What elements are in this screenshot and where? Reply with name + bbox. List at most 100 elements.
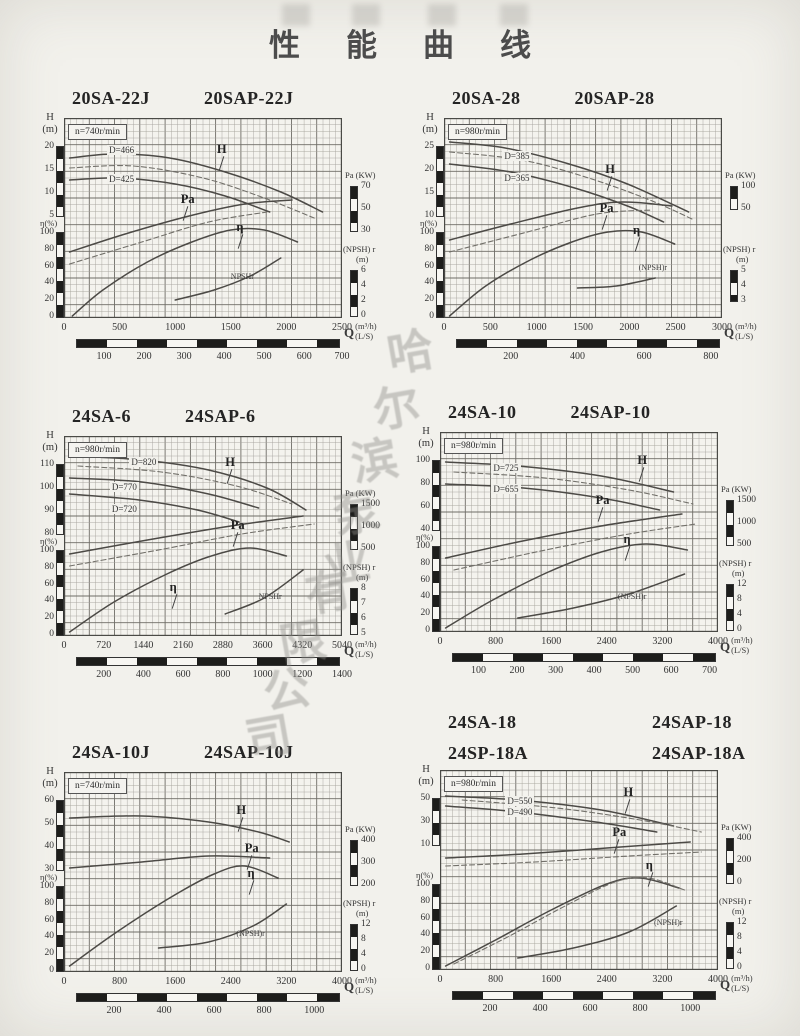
h-axis-tick: 100 (415, 455, 430, 465)
q-unit: (m³/h) (355, 975, 377, 985)
q-m3h-tick: 2500 (332, 322, 352, 333)
h-axis-unit-label: H (m) (422, 112, 438, 136)
npsh-axis-unit-label: (m) (736, 254, 749, 264)
pa-axis-tick: 300 (361, 857, 376, 867)
eta-axis-tick: 40 (44, 595, 55, 606)
speed-label: n=980r/min (448, 124, 507, 140)
pump-model-title: 24SA-6 (72, 406, 132, 426)
eta-axis-tick: 40 (420, 591, 431, 602)
q-unit: (m³/h) (731, 973, 753, 983)
q-ls-tick: 200 (106, 1005, 122, 1016)
impeller-diameter-label: D=655 (491, 484, 521, 494)
pump-model-title: 24SP-18A (448, 742, 528, 763)
q-ls-tick: 500 (256, 351, 272, 362)
eta-axis-scale-bar (436, 232, 444, 318)
chart-body: H (m) n=740r/min 60 50 40 30 η(%) 100 80 60 40 20 0… (38, 766, 418, 1030)
npsh-axis-tick: 8 (361, 934, 366, 944)
curve-label-eta: η (623, 532, 631, 546)
q-axis-scale-bar (76, 339, 340, 348)
q-ls-tick: 400 (532, 1003, 548, 1014)
speed-label: n=980r/min (444, 776, 503, 792)
eta-axis-tick: 0 (49, 965, 54, 975)
speed-label: n=740r/min (68, 124, 127, 140)
curve-label-eta: η (633, 223, 641, 237)
q-ls-tick: 400 (135, 669, 151, 680)
pump-model-title: 20SA-28 (452, 88, 521, 108)
eta-axis-label: η(%) (40, 872, 58, 882)
npsh-axis-tick: 4 (741, 280, 746, 290)
h-axis-scale-bar (436, 146, 444, 217)
chart-titles: 20SA-22J 20SAP-22J (38, 88, 418, 118)
q-symbol: Q (344, 643, 355, 658)
q-axis-scale-bar (76, 657, 340, 666)
q-m3h-tick: 4000 (708, 636, 728, 647)
q-unit: (L/S) (355, 331, 374, 342)
h-axis-tick: 80 (420, 478, 431, 488)
curve-label-eta: η (247, 866, 255, 880)
h-axis-scale-bar (56, 146, 64, 217)
npsh-axis-tick: 6 (361, 265, 366, 275)
q-ls-tick: 200 (136, 351, 152, 362)
eta-axis-label: η(%) (416, 870, 434, 880)
plot-area (64, 436, 342, 636)
q-ls-tick: 100 (96, 351, 112, 362)
q-m3h-tick: 2400 (596, 974, 617, 985)
q-units: (m³/h) (L/S) (355, 639, 376, 659)
npsh-axis-tick: 8 (737, 594, 742, 604)
pa-axis-tick: 1500 (737, 495, 756, 505)
curve-label-npsh: NPSHr (258, 592, 282, 601)
eta-axis-tick: 80 (420, 557, 431, 568)
eta-axis-tick: 100 (39, 545, 54, 555)
curve-label-npsh: (NPSH)r (236, 929, 265, 938)
npsh-axis-unit-label: (m) (732, 906, 745, 916)
page-title: 性能曲线 (269, 28, 577, 63)
q-ls-tick: 800 (703, 351, 719, 362)
eta-axis-label: η(%) (40, 536, 58, 546)
h-axis-unit-label: H (m) (42, 112, 58, 136)
pa-axis-tick: 1000 (737, 517, 756, 527)
npsh-axis-tick: 4 (737, 609, 742, 619)
eta-axis-tick: 20 (44, 294, 55, 305)
q-symbol: Q (344, 325, 355, 340)
q-m3h-tick: 2400 (596, 636, 617, 647)
eta-axis-tick: 40 (44, 277, 55, 288)
bleedthrough-smudge (500, 4, 528, 26)
q-ls-tick: 600 (663, 665, 679, 676)
q-m3h-tick: 3000 (712, 322, 732, 333)
q-m3h-tick: 0 (61, 640, 67, 651)
q-unit: (L/S) (355, 985, 374, 996)
q-ls-tick: 800 (632, 1003, 648, 1014)
pump-model-title: 20SAP-28 (574, 88, 655, 108)
pa-axis-label: Pa (KW) (725, 170, 756, 180)
pump-model-title: 24SAP-10 (570, 402, 651, 422)
q-m3h-tick: 800 (112, 976, 128, 987)
chart-panel-24SA-10J: 24SA-10J 24SAP-10J H (m) n=740r/min 60 50 4… (38, 742, 418, 1030)
h-axis-scale-bar (56, 800, 64, 871)
eta-axis-tick: 0 (49, 311, 54, 321)
pa-axis-label: Pa (KW) (345, 170, 376, 180)
curve-label-eta: η (169, 580, 177, 594)
q-m3h-tick: 0 (61, 322, 67, 333)
npsh-axis-tick: 12 (361, 919, 371, 929)
npsh-axis-tick: 4 (361, 949, 366, 959)
pump-model-title: 20SA-22J (72, 88, 151, 108)
q-m3h-tick: 500 (482, 322, 498, 333)
chart-titles: 24SA-10J 24SAP-10J (38, 742, 418, 772)
pa-axis-tick: 400 (737, 833, 752, 843)
pa-axis-tick: 400 (361, 835, 376, 845)
chart-titles: 24SA-10 24SAP-10 (414, 402, 794, 432)
h-axis-tick: 80 (44, 528, 55, 538)
q-ls-tick: 500 (625, 665, 641, 676)
chart-body: H (m) n=980r/min 100 80 60 40 η(%) 100 80 60 40 20… (414, 426, 794, 690)
q-m3h-tick: 1600 (165, 976, 186, 987)
h-axis-tick: 20 (424, 164, 435, 174)
eta-axis-tick: 100 (415, 879, 430, 889)
eta-axis-tick: 80 (424, 243, 435, 254)
q-symbol: Q (344, 979, 355, 994)
h-axis-tick: 60 (420, 501, 431, 511)
pump-model-title: 24SAP-18A (652, 742, 746, 763)
pa-axis-label: Pa (KW) (721, 484, 752, 494)
pump-model-title: 24SAP-10J (204, 742, 294, 762)
eta-axis-tick: 60 (420, 912, 431, 923)
